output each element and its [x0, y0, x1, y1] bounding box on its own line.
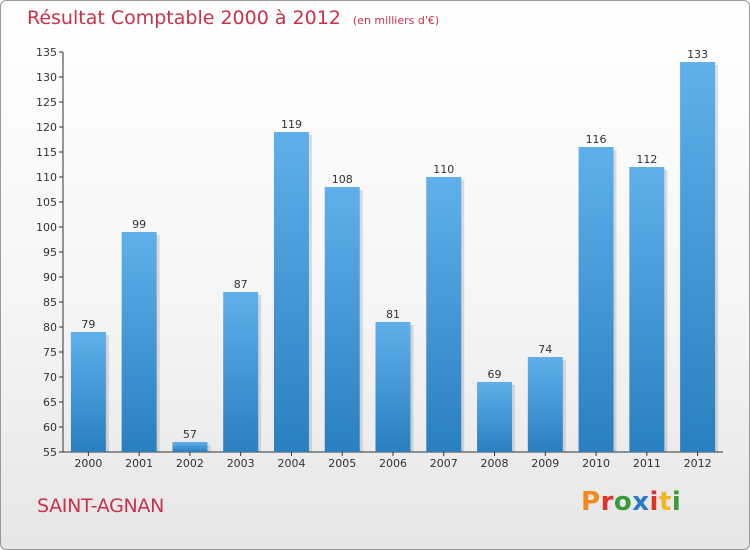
- y-tick-label: 70: [43, 371, 57, 384]
- bar: [527, 357, 563, 452]
- x-tick-label: 2006: [379, 457, 407, 470]
- bar: [578, 147, 614, 452]
- data-label: 133: [687, 48, 708, 61]
- proxiti-logo: Proxiti: [581, 487, 681, 517]
- data-label: 119: [281, 118, 302, 131]
- bar: [680, 62, 716, 452]
- bar: [629, 167, 665, 452]
- y-tick-label: 110: [36, 171, 57, 184]
- y-tick-label: 65: [43, 396, 57, 409]
- bar: [324, 187, 360, 452]
- data-label: 79: [81, 318, 95, 331]
- data-label: 99: [132, 218, 146, 231]
- y-tick-label: 135: [36, 46, 57, 59]
- bar: [172, 442, 208, 452]
- y-tick-label: 130: [36, 71, 57, 84]
- y-tick-label: 115: [36, 146, 57, 159]
- data-label: 110: [433, 163, 454, 176]
- y-tick-label: 60: [43, 421, 57, 434]
- logo-letter: x: [632, 487, 650, 517]
- bar: [375, 322, 411, 452]
- y-tick-label: 120: [36, 121, 57, 134]
- y-tick-label: 80: [43, 321, 57, 334]
- x-tick-label: 2010: [582, 457, 610, 470]
- data-label: 81: [386, 308, 400, 321]
- x-tick-label: 2001: [125, 457, 153, 470]
- logo-letter: r: [600, 487, 614, 517]
- y-tick-label: 85: [43, 296, 57, 309]
- x-tick-label: 2011: [633, 457, 661, 470]
- y-tick-label: 100: [36, 221, 57, 234]
- data-label: 87: [234, 278, 248, 291]
- logo-letter: i: [649, 487, 659, 517]
- bar: [477, 382, 513, 452]
- x-tick-label: 2005: [328, 457, 356, 470]
- bar: [70, 332, 106, 452]
- chart-subtitle: (en milliers d'€): [352, 14, 440, 27]
- data-label: 69: [488, 368, 502, 381]
- x-tick-label: 2002: [176, 457, 204, 470]
- y-tick-label: 75: [43, 346, 57, 359]
- y-tick-label: 90: [43, 271, 57, 284]
- town-name: SAINT-AGNAN: [37, 495, 165, 517]
- x-tick-label: 2009: [531, 457, 559, 470]
- y-tick-label: 55: [43, 446, 57, 459]
- x-tick-label: 2008: [481, 457, 509, 470]
- x-tick-label: 2000: [74, 457, 102, 470]
- logo-letter: t: [658, 487, 672, 517]
- data-label: 74: [538, 343, 552, 356]
- x-tick-label: 2004: [277, 457, 305, 470]
- bar: [121, 232, 157, 452]
- logo-letter: P: [581, 487, 601, 517]
- bar: [273, 132, 309, 452]
- bar: [223, 292, 259, 452]
- title-text: Résultat Comptable 2000 à 2012: [27, 7, 341, 29]
- logo-letter: o: [613, 487, 633, 517]
- data-label: 108: [332, 173, 353, 186]
- y-tick-label: 125: [36, 96, 57, 109]
- y-tick-label: 95: [43, 246, 57, 259]
- logo-letter: i: [671, 487, 682, 517]
- data-label: 116: [586, 133, 607, 146]
- bar: [426, 177, 462, 452]
- x-tick-label: 2012: [684, 457, 712, 470]
- data-label: 112: [636, 153, 657, 166]
- data-label: 57: [183, 428, 197, 441]
- y-tick-label: 105: [36, 196, 57, 209]
- x-tick-label: 2007: [430, 457, 458, 470]
- x-tick-label: 2003: [227, 457, 255, 470]
- chart-title: Résultat Comptable 2000 à 2012 (en millie…: [27, 7, 439, 29]
